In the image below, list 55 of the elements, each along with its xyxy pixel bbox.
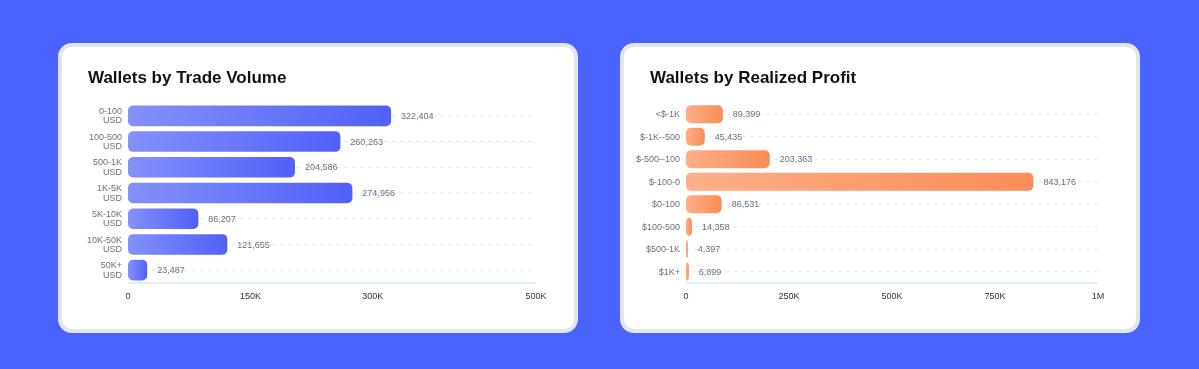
data-label: 23,487 — [157, 265, 185, 276]
x-tick-label: 500K — [881, 291, 903, 301]
y-tick-label: 10K-50K USD — [86, 234, 123, 255]
y-tick-label: 500-1K USD — [92, 157, 123, 177]
bar — [686, 127, 705, 146]
chart-title: Wallets by Trade Volume — [88, 68, 287, 87]
y-tick-label: 0-100 USD — [98, 106, 123, 126]
bar — [128, 208, 199, 229]
x-tick-label: 750K — [984, 291, 1006, 301]
bar — [686, 195, 722, 214]
bar — [128, 259, 148, 281]
data-label: 45,435 — [714, 131, 743, 142]
y-tick-label: $1K+ — [658, 266, 680, 277]
bar — [686, 172, 1034, 191]
y-tick-label: 5K-10K USD — [91, 208, 123, 229]
data-label: 322,404 — [401, 111, 434, 122]
y-tick-label: <$-1K — [655, 109, 680, 120]
x-tick-label: 250K — [778, 291, 800, 301]
bar — [128, 157, 295, 178]
data-label: 89,399 — [732, 109, 761, 120]
bar — [128, 131, 341, 152]
data-label: 14,358 — [701, 221, 730, 232]
bar — [686, 262, 689, 281]
x-tick-label: 1M — [1091, 291, 1105, 301]
x-tick-label: 300K — [362, 291, 384, 301]
x-tick-label: 0 — [683, 291, 689, 301]
x-tick-label: 0 — [125, 291, 131, 301]
data-label: 843,176 — [1043, 176, 1076, 187]
data-label: 4,397 — [697, 244, 721, 255]
bar — [128, 182, 353, 204]
y-tick-label: $0-100 — [651, 199, 680, 210]
data-label: 203,363 — [779, 154, 813, 165]
data-label: 260,263 — [350, 136, 383, 147]
y-tick-label: 100-500 USD — [88, 131, 123, 152]
data-label: 121,655 — [237, 239, 270, 250]
data-label: 204,586 — [304, 162, 338, 173]
x-tick-label: 500K — [525, 291, 547, 301]
y-tick-label: $-1K--500 — [639, 131, 680, 142]
y-tick-label: $-100-0 — [648, 176, 680, 187]
data-label: 6,899 — [698, 266, 722, 277]
chart-title: Wallets by Realized Profit — [650, 68, 857, 87]
bar — [686, 105, 723, 124]
bar — [686, 217, 692, 236]
y-tick-label: $500-1K — [645, 244, 680, 255]
data-label: 86,531 — [731, 199, 760, 210]
data-label: 274,956 — [362, 188, 395, 199]
x-tick-label: 150K — [239, 291, 261, 301]
bar — [128, 105, 392, 127]
bar — [128, 234, 228, 255]
y-tick-label: 1K-5K USD — [96, 183, 123, 203]
y-tick-label: $100-500 — [641, 221, 680, 232]
y-tick-label: 50K+ USD — [100, 260, 123, 280]
bar — [686, 150, 770, 169]
y-tick-label: $-500--100 — [635, 154, 680, 165]
data-label: 86,207 — [208, 213, 236, 224]
